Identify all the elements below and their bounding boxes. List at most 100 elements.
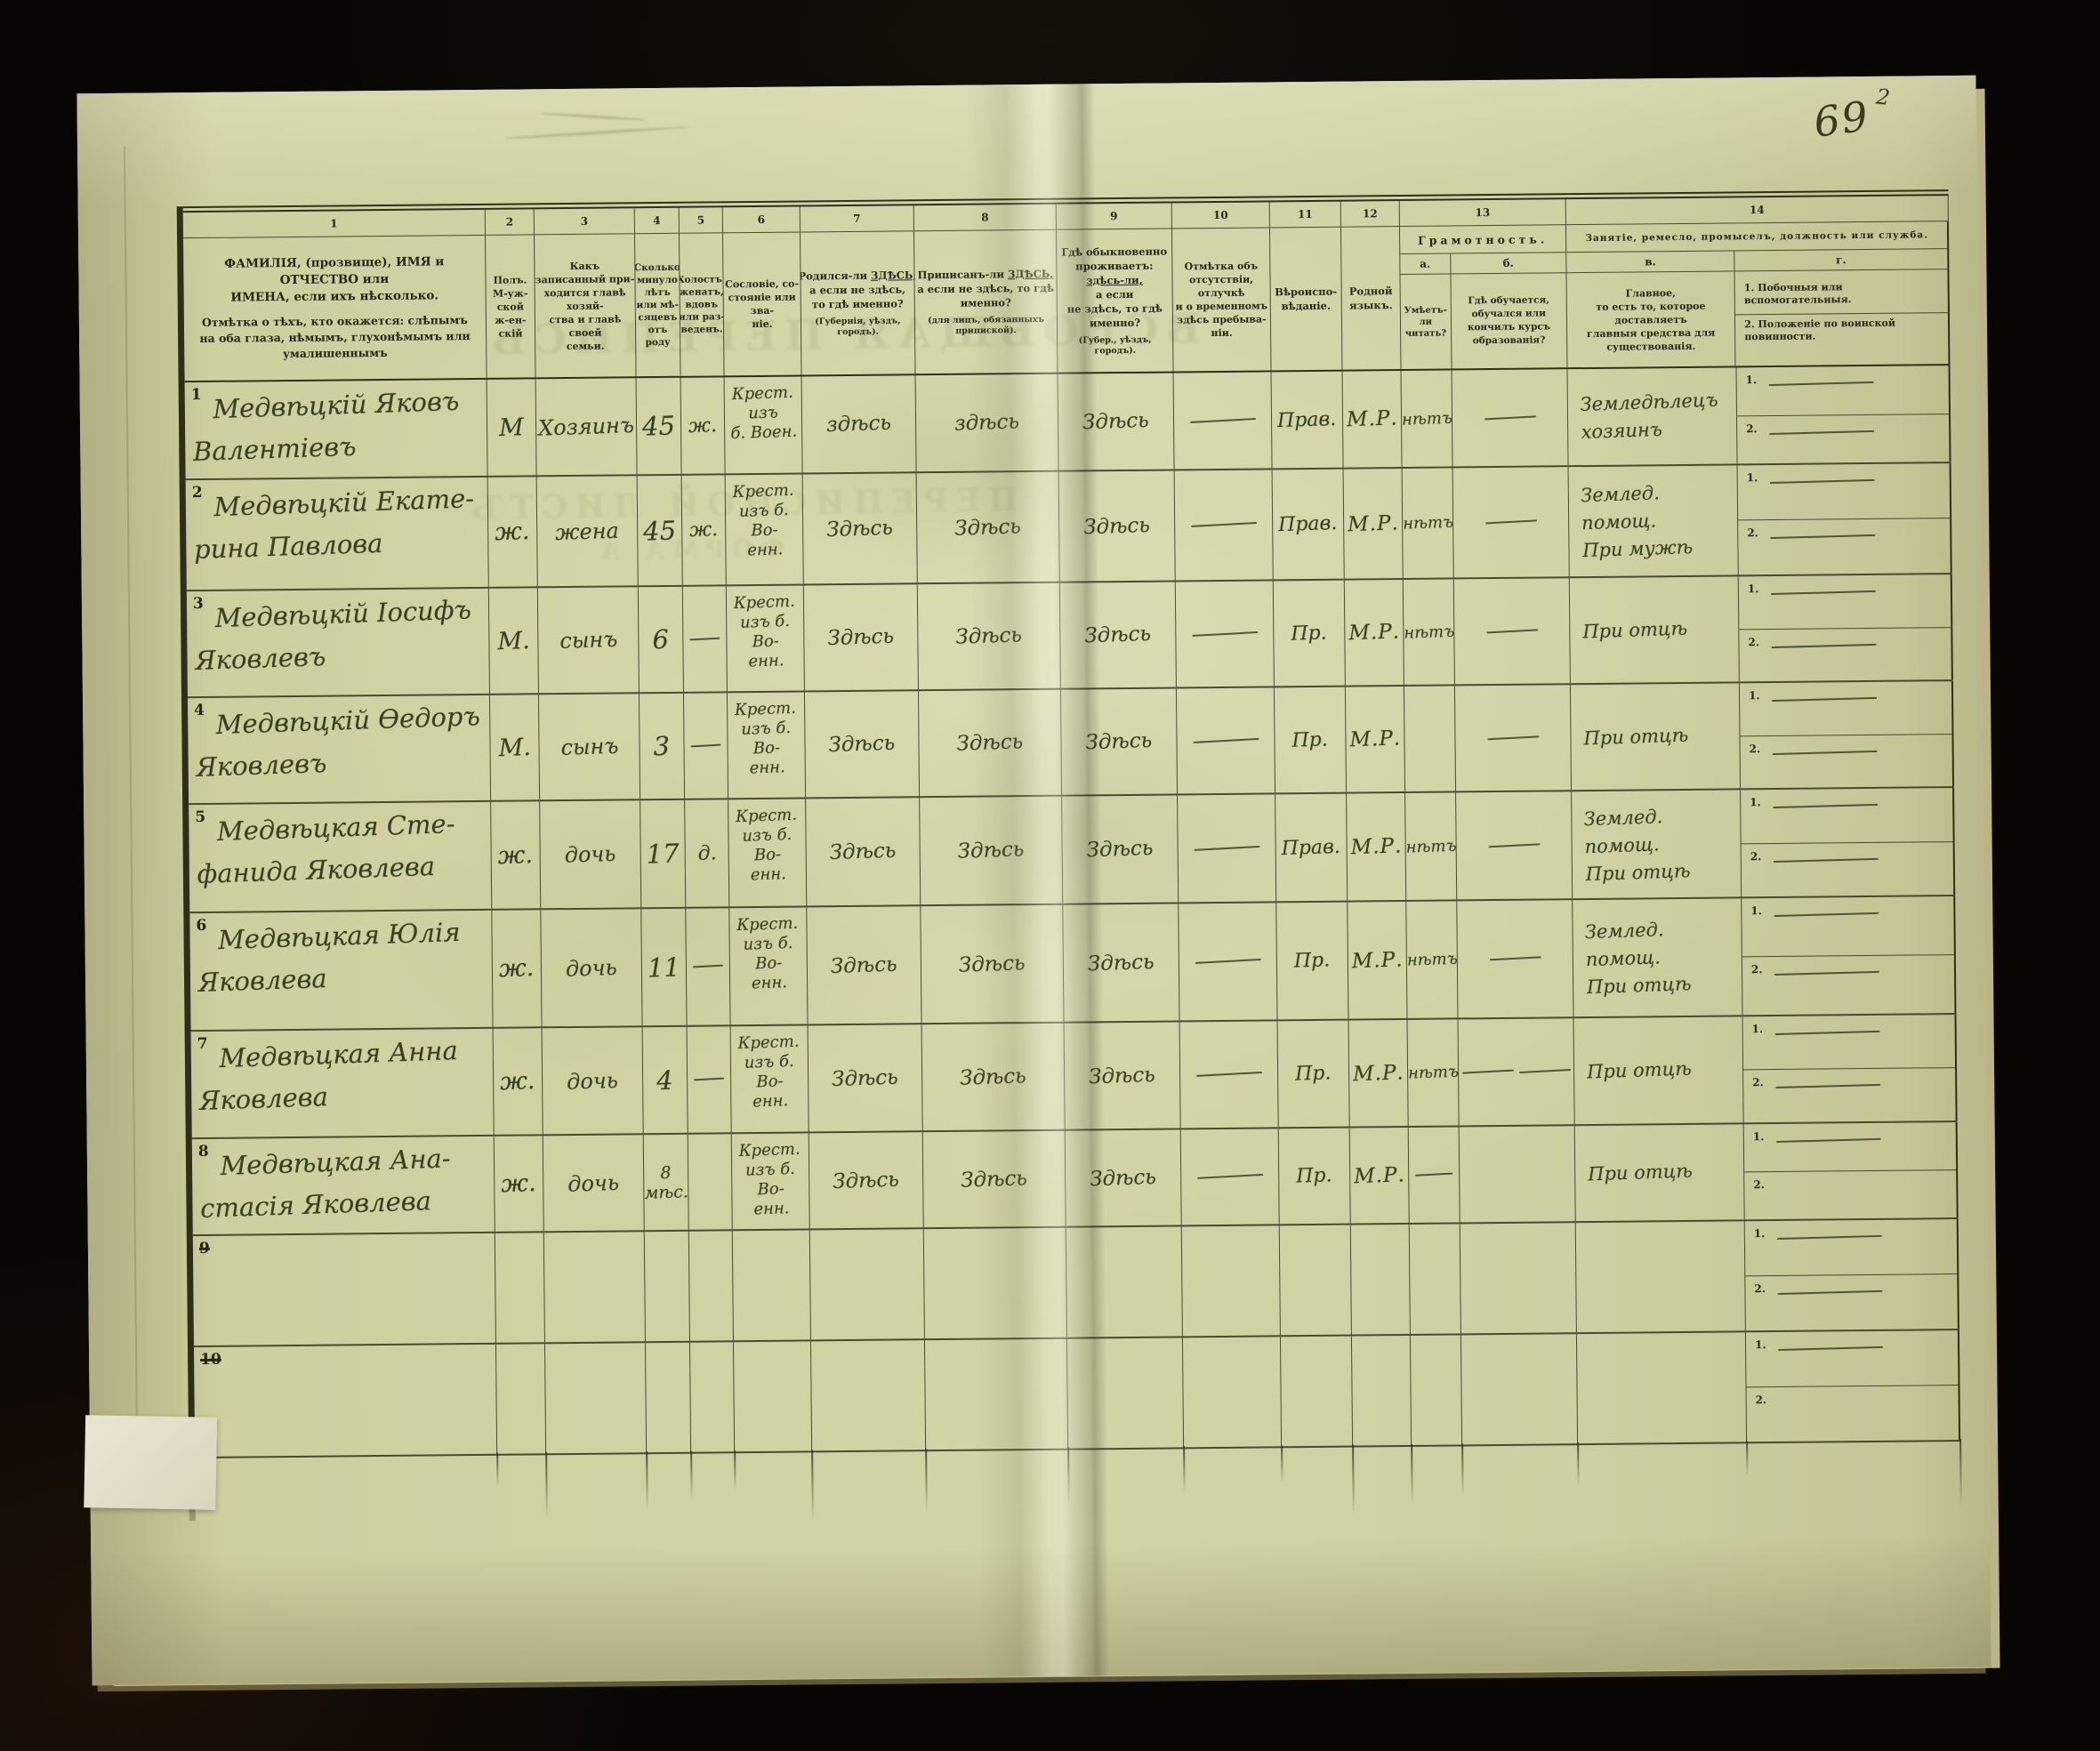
handwritten-entry: 45 bbox=[641, 410, 676, 442]
cell-relation: дочь bbox=[543, 1135, 645, 1232]
cell-occupation-side: 1. 2. bbox=[1739, 681, 1955, 789]
cell-absence bbox=[1179, 903, 1278, 1021]
handwritten-name: Медвѣцкая Ана- стасія Яковлева bbox=[199, 1143, 452, 1224]
occupation-side-half: 2. bbox=[1738, 518, 1951, 574]
handwritten-entry: 17 bbox=[646, 838, 680, 870]
handwritten-name: Медвѣцкая Юлія Яковлева bbox=[197, 916, 462, 998]
handwritten-dash bbox=[1415, 1172, 1453, 1177]
census-table: 1 2 3 4 5 6 7 8 9 10 11 12 13 14 ФАМИЛІЯ… bbox=[182, 189, 1961, 1459]
handwritten-entry: сынъ bbox=[559, 626, 618, 654]
handwritten-entry: 6 bbox=[652, 623, 670, 655]
cell-sex: ж. bbox=[494, 1136, 544, 1232]
cell-residence bbox=[1066, 1226, 1183, 1337]
cell-marital bbox=[688, 1134, 733, 1230]
cell-marital bbox=[682, 586, 728, 692]
occupation-sub-main-letter: в. bbox=[1566, 251, 1735, 273]
handwritten-entry: жена bbox=[554, 518, 620, 545]
handwritten-entry: Здѣсь bbox=[1087, 950, 1155, 976]
occupation-side-half: 1. bbox=[1745, 1330, 1959, 1388]
col-header-residence: Гдѣ обыкновенно проживаетъ: здѣсь-ли, а … bbox=[1056, 229, 1174, 373]
cell-marital: д. bbox=[685, 799, 730, 907]
cell-reads: нѣтъ bbox=[1407, 1019, 1460, 1126]
col-header-sex: Полъ. М-уж- ской ж-ен- скій bbox=[486, 235, 536, 378]
handwritten-entry: При отцѣ bbox=[1587, 1160, 1694, 1185]
cell-education bbox=[1460, 1334, 1579, 1445]
cell-registration: Здѣсь bbox=[921, 904, 1065, 1024]
cell-sex: ж. bbox=[487, 477, 538, 587]
line-extension bbox=[1183, 1446, 1186, 1493]
cell-education bbox=[1458, 1018, 1575, 1126]
column-number: 1 bbox=[182, 209, 487, 238]
cell-education bbox=[1457, 900, 1574, 1018]
handwritten-entry: ж. bbox=[499, 1066, 536, 1096]
cell-language: М.Р. bbox=[1345, 686, 1406, 792]
handwritten-dash bbox=[692, 964, 723, 969]
cell-residence: Здѣсь bbox=[1058, 470, 1176, 582]
handwritten-dash bbox=[1776, 1234, 1882, 1241]
cell-registration: Здѣсь bbox=[922, 1130, 1066, 1228]
cell-estate: Крест. изъ б. Во- енн. bbox=[728, 799, 808, 907]
handwritten-dash bbox=[1196, 1174, 1263, 1180]
handwritten-entry: Крест. изъ б. Во- енн. bbox=[733, 591, 796, 671]
cell-estate: Крест. изъ б. Во- енн. bbox=[725, 474, 804, 585]
cell-reads: нѣтъ bbox=[1404, 579, 1455, 685]
handwritten-entry: дочь bbox=[564, 840, 616, 868]
cell-name: 6 Медвѣцкая Юлія Яковлева bbox=[189, 910, 494, 1031]
occupation-side-half: 1. bbox=[1743, 1122, 1957, 1173]
handwritten-entry: 3 bbox=[653, 730, 671, 762]
cell-occupation-side: 1. 2. bbox=[1736, 365, 1951, 464]
printed-sub-number: 2. bbox=[1753, 1178, 1765, 1192]
cell-religion: Пр. bbox=[1276, 902, 1349, 1020]
cell-relation: дочь bbox=[541, 909, 643, 1027]
column-number: 3 bbox=[534, 208, 635, 235]
census-sheet: ВСЕОБЩАЯ ПЕРЕПИСЬ ПЕРЕПИСНОЙ ЛИСТЪ ФОРМА… bbox=[76, 75, 1991, 1686]
cell-estate: Крест. изъ б. Во- енн. bbox=[729, 907, 809, 1025]
printed-sub-number: 1. bbox=[1748, 689, 1760, 703]
handwritten-entry: Здѣсь bbox=[829, 839, 897, 865]
column-number: 14 bbox=[1565, 196, 1949, 225]
handwritten-dash bbox=[1772, 750, 1878, 755]
cell-religion bbox=[1280, 1336, 1354, 1447]
handwritten-dash bbox=[1194, 845, 1260, 852]
col-header-estate: Сословіе, со- стояніе или зва- ніе. bbox=[722, 232, 802, 376]
literacy-group-title: Грамотность. bbox=[1399, 225, 1566, 255]
occupation-side-half: 2. bbox=[1747, 1386, 1959, 1442]
cell-occupation-main: Землед. помощ. При отцѣ bbox=[1572, 790, 1742, 899]
handwritten-entry: здѣсь bbox=[953, 410, 1020, 436]
handwritten-dash bbox=[1774, 1030, 1880, 1036]
handwritten-dash bbox=[1518, 1069, 1571, 1074]
handwritten-name: Медвѣцкій Екате- рина Павлова bbox=[193, 483, 475, 565]
line-extension bbox=[1352, 1444, 1355, 1515]
cell-language: М.Р. bbox=[1347, 792, 1407, 901]
cell-occupation-main: При отцѣ bbox=[1570, 683, 1742, 791]
cell-religion bbox=[1279, 1225, 1352, 1336]
cell-reads bbox=[1408, 1127, 1460, 1223]
handwritten-dash bbox=[689, 637, 720, 641]
cell-registration bbox=[923, 1227, 1067, 1339]
handwritten-entry: 11 bbox=[647, 951, 681, 984]
cell-language: М.Р. bbox=[1343, 469, 1404, 579]
handwritten-entry: М.Р. bbox=[1348, 620, 1401, 646]
cell-absence bbox=[1174, 470, 1274, 581]
column-number: 13 bbox=[1399, 199, 1566, 227]
col-header-occupation-main: Главное, то есть то, которое доставляетъ… bbox=[1566, 271, 1736, 368]
handwritten-name: Медвѣцкій Іосифъ Яковлевъ bbox=[194, 594, 472, 676]
cell-estate: Крест. изъ б. Во- енн. bbox=[730, 1025, 809, 1133]
cell-age bbox=[645, 1342, 692, 1453]
handwritten-entry: Здѣсь bbox=[959, 1064, 1027, 1090]
cell-residence: Здѣсь bbox=[1062, 795, 1179, 904]
line-extension bbox=[1281, 1445, 1283, 1483]
cell-language bbox=[1351, 1335, 1412, 1446]
occupation-side-half: 1. bbox=[1741, 788, 1953, 844]
handwritten-dash bbox=[690, 743, 721, 748]
col-header-relation: Какъ записанный при- ходится главѣ хозяй… bbox=[535, 234, 637, 378]
printed-sub-number: 2. bbox=[1749, 742, 1761, 755]
handwritten-entry: д. bbox=[696, 841, 717, 865]
printed-sub-number: 2. bbox=[1752, 1076, 1764, 1089]
cell-occupation-main: При отцѣ bbox=[1574, 1124, 1745, 1222]
cell-name: 5 Медвѣцкая Сте- фанида Яковлева bbox=[189, 801, 493, 912]
occupation-side-half: 2. bbox=[1742, 842, 1954, 897]
handwritten-entry: 4 bbox=[656, 1064, 674, 1096]
printed-sub-number: 1. bbox=[1750, 904, 1762, 918]
